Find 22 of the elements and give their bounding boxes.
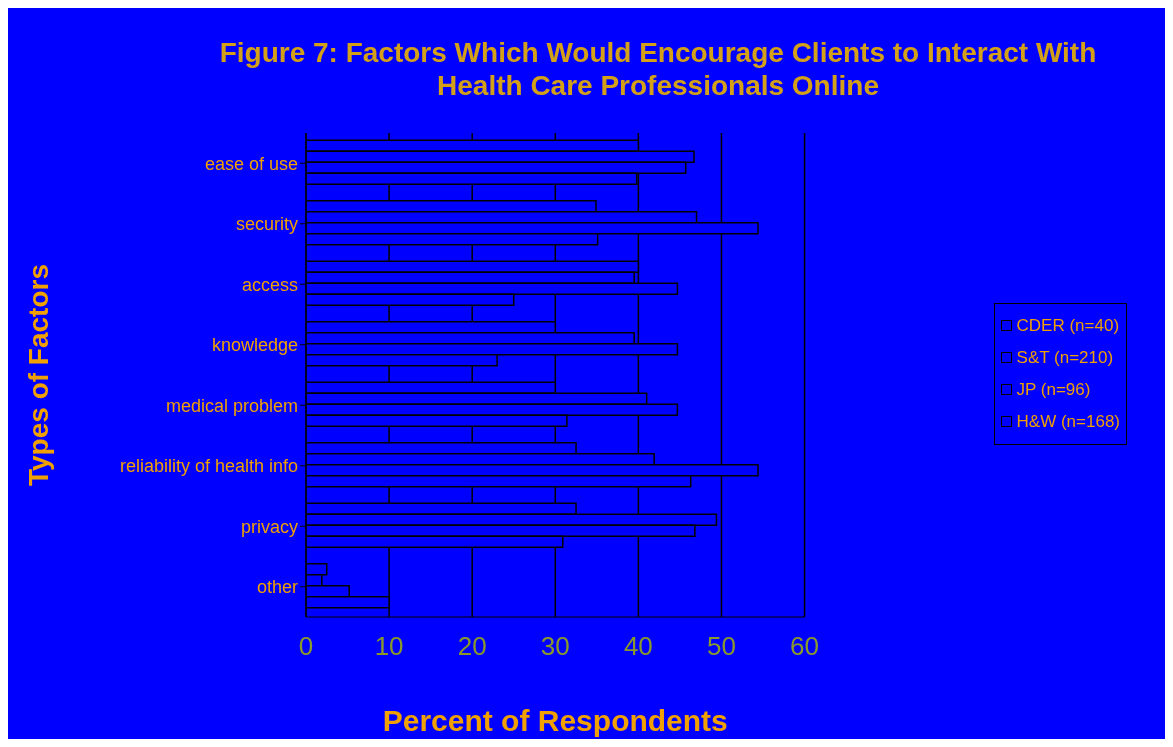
x-tick-label: 40 <box>623 631 653 662</box>
x-tick-label: 10 <box>374 631 404 662</box>
y-tick-label: security <box>235 214 298 235</box>
y-tick-label: reliability of health info <box>119 456 298 477</box>
chart-title: Figure 7: Factors Which Would Encourage Clients to Interact With Health Care Professionals Online <box>218 36 1098 102</box>
y-tick-label: knowledge <box>211 335 298 356</box>
x-tick-label: 30 <box>540 631 570 662</box>
legend-label: JP (n=96) <box>1016 379 1091 400</box>
y-tick-label: medical problem <box>165 395 298 416</box>
x-tick-label: 20 <box>457 631 487 662</box>
x-tick-label: 0 <box>298 631 314 662</box>
y-tick-label: ease of use <box>204 153 298 174</box>
x-tick-label: 60 <box>790 631 820 662</box>
x-tick-label: 50 <box>706 631 736 662</box>
legend-label: H&W (n=168) <box>1016 411 1120 432</box>
y-axis-title: Types of Factors <box>22 264 54 486</box>
legend-label: S&T (n=210) <box>1016 347 1114 368</box>
y-tick-label: privacy <box>240 516 298 537</box>
x-axis-title: Percent of Respondents <box>382 704 728 737</box>
y-tick-label: access <box>241 274 298 295</box>
y-tick-label: other <box>256 577 298 598</box>
legend-label: CDER (n=40) <box>1016 315 1120 336</box>
